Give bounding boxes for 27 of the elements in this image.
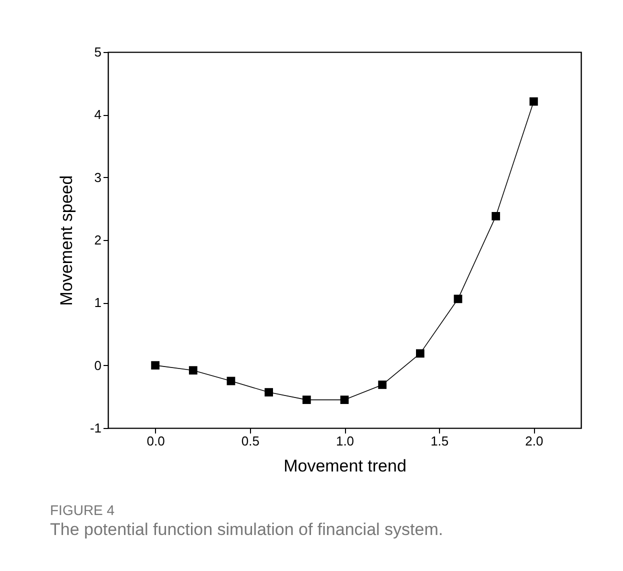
y-tick-label: -1 bbox=[90, 420, 102, 436]
point bbox=[226, 376, 236, 386]
y-tick-label: 3 bbox=[94, 170, 102, 185]
point bbox=[416, 349, 424, 358]
y-tick-label: 2 bbox=[94, 232, 102, 248]
y-tick-label: 1 bbox=[94, 295, 102, 310]
x-tick-label: 2.0 bbox=[525, 434, 544, 448]
point bbox=[378, 380, 387, 389]
point bbox=[264, 388, 274, 396]
text: The potential function simulation of financial system. bbox=[50, 520, 444, 539]
x-tick-label: 0.5 bbox=[241, 434, 260, 448]
point bbox=[530, 97, 538, 106]
point bbox=[340, 396, 349, 404]
x-tick-label: 1.0 bbox=[336, 434, 354, 448]
y-axis-title: Movement speed bbox=[56, 175, 76, 306]
y-tick-label: 0 bbox=[94, 358, 102, 373]
y-tick-label: 5 bbox=[94, 44, 102, 60]
x-tick-label: 1.5 bbox=[430, 434, 449, 448]
point bbox=[302, 396, 311, 404]
point bbox=[188, 366, 198, 375]
point bbox=[492, 212, 500, 220]
point bbox=[151, 361, 160, 370]
x-tick-label: 0.0 bbox=[146, 434, 165, 448]
x-axis-title: Movement trend bbox=[284, 456, 406, 476]
point bbox=[454, 294, 462, 304]
text: FIGURE 4 bbox=[50, 502, 115, 518]
y-tick-label: 4 bbox=[94, 107, 102, 122]
